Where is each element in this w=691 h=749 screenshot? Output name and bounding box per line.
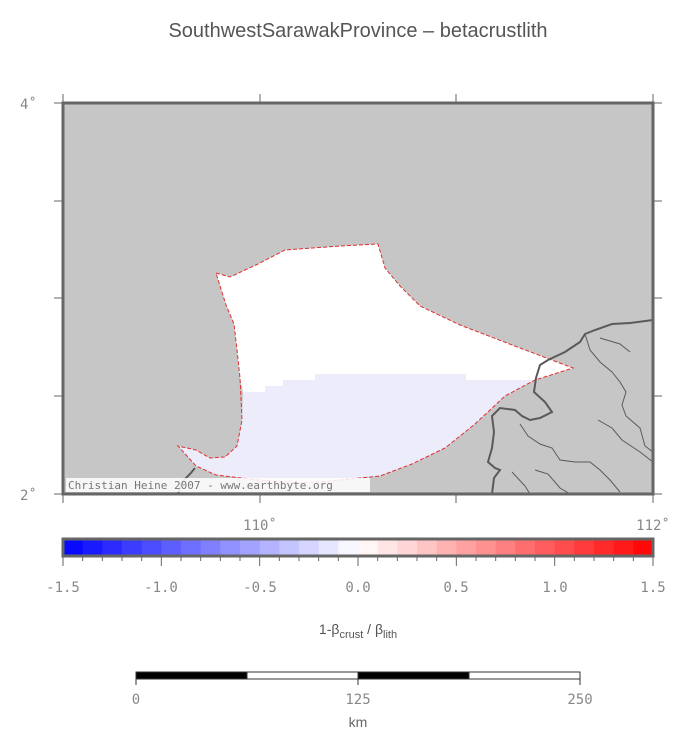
colorbar-cell [181, 539, 202, 556]
colorbar-cell [574, 539, 595, 556]
colorbar-cell [397, 539, 418, 556]
colorbar-tick-label: 0.5 [443, 580, 468, 596]
colorbar-cell [613, 539, 634, 556]
colorbar-cell [535, 539, 556, 556]
colorbar-cell [220, 539, 241, 556]
colorbar-tick-label: 1.0 [542, 580, 567, 596]
scale-bar: 0 125 250 km [132, 671, 593, 730]
colorbar-cell [122, 539, 143, 556]
coastline-east [511, 333, 654, 495]
credit-text: Christian Heine 2007 - www.earthbyte.org [68, 479, 333, 492]
colorbar-cell [515, 539, 536, 556]
lon-label-110: 110˚ [243, 517, 277, 534]
scale-unit: km [349, 714, 368, 730]
lat-label-4: 4˚ [20, 96, 37, 113]
colorbar-cell [279, 539, 300, 556]
colorbar-cell [554, 539, 575, 556]
colorbar-label-main: 1-β [319, 621, 340, 637]
colorbar-cell [456, 539, 477, 556]
colorbar-tick-marks [62, 556, 654, 566]
colorbar-cell [633, 539, 654, 556]
lat-label-2: 2˚ [20, 487, 37, 504]
region-fill-upper [216, 244, 573, 392]
colorbar-label-sub-crust: crust [339, 629, 363, 641]
colorbar-cell [63, 539, 84, 556]
scale-segment [246, 671, 359, 680]
colorbar-cell [436, 539, 457, 556]
colorbar-label-sep: / β [363, 621, 383, 637]
scale-label-125: 125 [345, 692, 370, 708]
colorbar-cell [594, 539, 615, 556]
map-tick-marks [54, 94, 662, 503]
scale-label-250: 250 [567, 692, 592, 708]
colorbar-cell [299, 539, 320, 556]
scale-segment [358, 672, 469, 679]
colorbar-cell [200, 539, 221, 556]
colorbar-tick-label: 0.0 [345, 580, 370, 596]
colorbar-cell [82, 539, 103, 556]
colorbar-tick-label: -0.5 [243, 580, 277, 596]
colorbar-cell [141, 539, 162, 556]
lon-label-112: 112˚ [636, 517, 670, 534]
region-fill-lower [178, 374, 535, 483]
colorbar-cell [161, 539, 182, 556]
colorbar-cell [417, 539, 438, 556]
colorbar: -1.5 -1.0 -0.5 0.0 0.5 1.0 1.5 1-βcrust … [46, 537, 666, 641]
colorbar-tick-label: -1.5 [46, 580, 80, 596]
colorbar-cell [338, 539, 359, 556]
map-panel: 4˚ 2˚ 110˚ 112˚ Christian Heine 2007 - w… [20, 94, 670, 534]
colorbar-cells [63, 539, 654, 556]
coastline [486, 319, 654, 495]
map-title: SouthwestSarawakProvince – betacrustlith [168, 20, 547, 42]
colorbar-tick-label: 1.5 [640, 580, 665, 596]
colorbar-label: 1-βcrust / βlith [319, 621, 397, 641]
colorbar-cell [358, 539, 379, 556]
region-outline [176, 243, 575, 484]
colorbar-cell [240, 539, 261, 556]
colorbar-cell [377, 539, 398, 556]
colorbar-cell [318, 539, 339, 556]
scale-segment [136, 672, 247, 679]
colorbar-tick-label: -1.0 [144, 580, 178, 596]
scale-label-0: 0 [132, 692, 140, 708]
colorbar-cell [495, 539, 516, 556]
colorbar-cell [102, 539, 123, 556]
scale-segment [468, 671, 581, 680]
colorbar-cell [259, 539, 280, 556]
credit-background [66, 478, 370, 492]
colorbar-cell [476, 539, 497, 556]
colorbar-label-sub-lith: lith [383, 629, 397, 641]
